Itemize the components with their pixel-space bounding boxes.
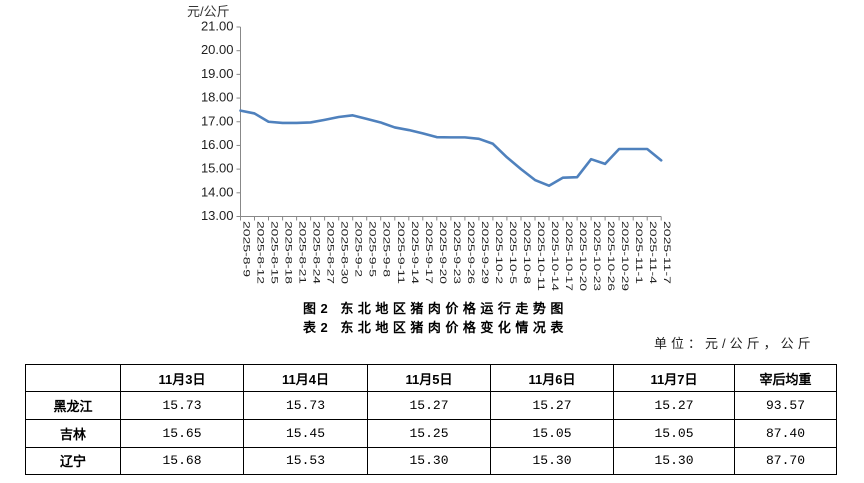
svg-text:15.00: 15.00 xyxy=(201,161,234,176)
svg-text:14.00: 14.00 xyxy=(201,184,234,199)
svg-text:2025-9-17: 2025-9-17 xyxy=(424,221,434,284)
svg-text:16.00: 16.00 xyxy=(201,137,234,152)
svg-text:2025-10-17: 2025-10-17 xyxy=(564,221,574,291)
svg-text:2025-9-2: 2025-9-2 xyxy=(354,221,364,277)
svg-text:2025-9-14: 2025-9-14 xyxy=(410,221,420,284)
svg-text:2025-8-18: 2025-8-18 xyxy=(284,221,294,284)
svg-text:2025-8-12: 2025-8-12 xyxy=(256,221,266,284)
svg-text:2025-9-23: 2025-9-23 xyxy=(452,221,462,284)
svg-text:2025-11-7: 2025-11-7 xyxy=(662,221,672,284)
svg-text:18.00: 18.00 xyxy=(201,90,234,105)
svg-text:元/公斤: 元/公斤 xyxy=(187,4,230,19)
svg-text:2025-9-20: 2025-9-20 xyxy=(438,221,448,284)
svg-text:2025-10-20: 2025-10-20 xyxy=(578,221,588,291)
svg-text:2025-9-8: 2025-9-8 xyxy=(382,221,392,277)
svg-text:2025-9-5: 2025-9-5 xyxy=(368,221,378,277)
svg-text:19.00: 19.00 xyxy=(201,66,234,81)
svg-text:2025-10-26: 2025-10-26 xyxy=(606,221,616,291)
svg-text:2025-9-26: 2025-9-26 xyxy=(466,221,476,284)
svg-text:2025-10-5: 2025-10-5 xyxy=(508,221,518,284)
svg-text:2025-8-9: 2025-8-9 xyxy=(242,221,252,277)
svg-text:2025-10-29: 2025-10-29 xyxy=(620,221,630,291)
svg-text:2025-11-4: 2025-11-4 xyxy=(648,221,658,284)
svg-text:17.00: 17.00 xyxy=(201,113,234,128)
svg-text:2025-10-14: 2025-10-14 xyxy=(550,221,560,291)
svg-text:2025-9-11: 2025-9-11 xyxy=(396,221,406,284)
svg-text:13.00: 13.00 xyxy=(201,208,234,223)
svg-text:2025-8-15: 2025-8-15 xyxy=(270,221,280,284)
svg-text:2025-10-11: 2025-10-11 xyxy=(536,221,546,291)
svg-text:2025-11-1: 2025-11-1 xyxy=(634,221,644,284)
svg-text:2025-8-24: 2025-8-24 xyxy=(312,221,322,284)
svg-text:2025-10-2: 2025-10-2 xyxy=(494,221,504,284)
svg-text:2025-8-21: 2025-8-21 xyxy=(298,221,308,284)
svg-text:2025-8-30: 2025-8-30 xyxy=(340,221,350,284)
svg-text:20.00: 20.00 xyxy=(201,42,234,57)
svg-text:2025-8-27: 2025-8-27 xyxy=(326,221,336,284)
svg-text:2025-10-23: 2025-10-23 xyxy=(592,221,602,291)
svg-text:2025-10-8: 2025-10-8 xyxy=(522,221,532,284)
svg-text:2025-9-29: 2025-9-29 xyxy=(480,221,490,284)
svg-text:21.00: 21.00 xyxy=(201,19,234,34)
